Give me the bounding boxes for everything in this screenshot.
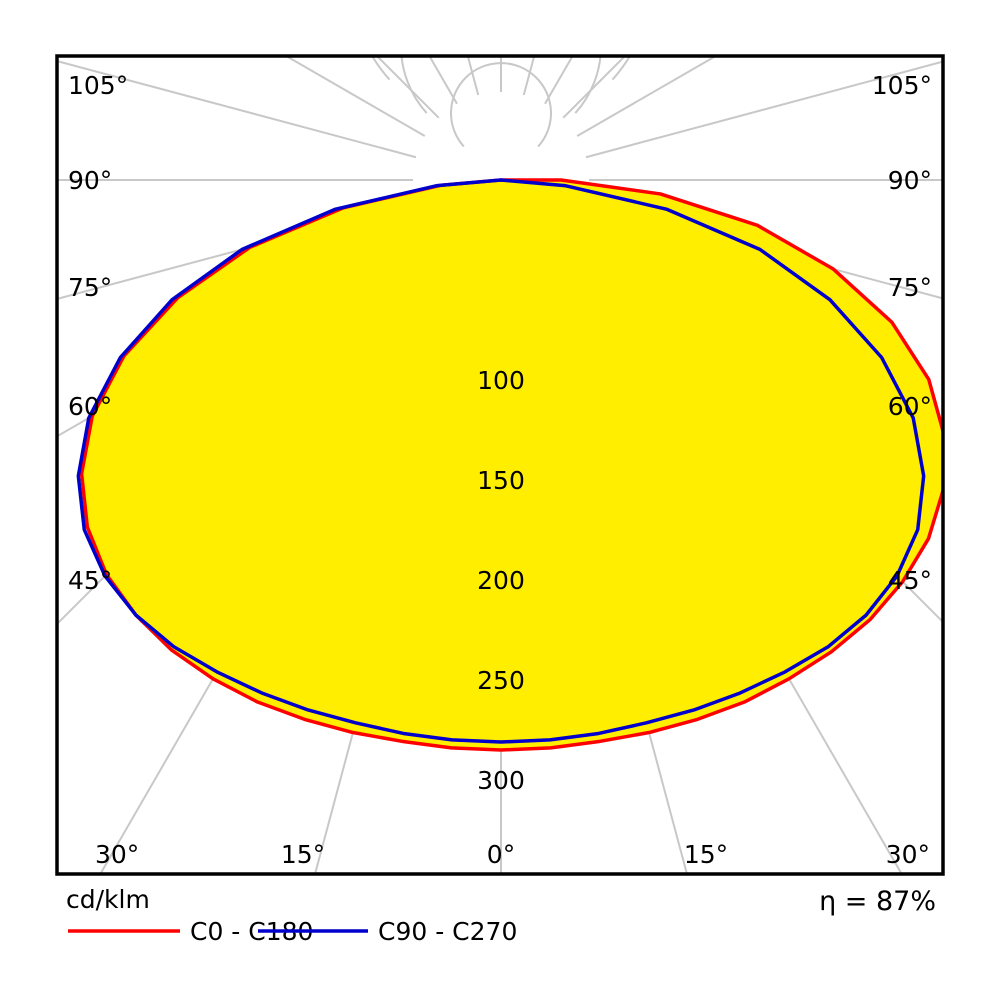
legend: C0 - C180 C90 - C270 [68, 917, 517, 946]
curve-c90-c270 [76, 178, 926, 744]
radial-tick-label: 150 [477, 466, 525, 495]
plot-frame [55, 54, 945, 876]
legend-label-c90-c270: C90 - C270 [378, 917, 517, 946]
angle-label-bottom: 15° [684, 840, 728, 869]
unit-label: cd/klm [66, 885, 150, 914]
angle-label-right: 105° [872, 71, 932, 100]
angle-label-right: 60° [888, 392, 932, 421]
grid-ray [284, 56, 426, 137]
angle-label-right: 90° [888, 166, 932, 195]
angular-tick-labels: 105° 90° 75° 60° 45° 105° 90° 75° 60° 45° 30° 15° 0°… [68, 71, 932, 869]
angle-label-right: 45° [888, 566, 932, 595]
angle-label-right: 75° [888, 273, 932, 302]
radial-tick-label: 200 [477, 566, 525, 595]
angle-label-left: 60° [68, 392, 112, 421]
angle-label-bottom: 30° [95, 840, 139, 869]
grid-ray [57, 59, 417, 159]
angle-label-left: 45° [68, 566, 112, 595]
grid-ray [585, 60, 943, 159]
radial-tick-labels: 100 150 200 250 300 [477, 366, 525, 795]
distribution-curves [76, 178, 943, 752]
angle-label-bottom: 30° [886, 840, 930, 869]
angle-label-bottom: 0° [487, 840, 515, 869]
radial-tick-label: 100 [477, 366, 525, 395]
efficiency-label: η = 87% [819, 886, 936, 917]
angle-label-left: 75° [68, 273, 112, 302]
angle-label-bottom: 15° [281, 840, 325, 869]
luminous-fill-area [81, 180, 943, 750]
radial-tick-label: 250 [477, 666, 525, 695]
angle-label-left: 90° [68, 166, 112, 195]
grid-ray [576, 56, 718, 137]
radial-tick-label: 300 [477, 766, 525, 795]
angle-label-left: 105° [68, 71, 128, 100]
curve-c0-c180 [79, 178, 943, 752]
